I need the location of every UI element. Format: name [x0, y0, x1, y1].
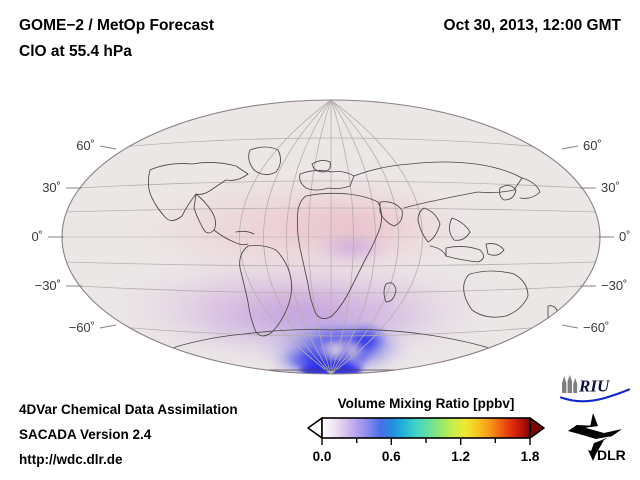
footer-line-url: http://wdc.dlr.de [19, 452, 123, 467]
lat-ticks [48, 145, 614, 329]
lat-label-right-30s: −30˚ [601, 278, 627, 293]
lat-label-left-30n: 30˚ [42, 180, 61, 195]
riu-towers-icon [562, 375, 578, 393]
lat-label-right-60n: 60˚ [583, 138, 602, 153]
colorbar-tick-label-3: 1.8 [521, 449, 540, 464]
lat-label-left-60n: 60˚ [76, 138, 95, 153]
footer-line-version: SACADA Version 2.4 [19, 427, 152, 442]
riu-logo-text: RIU [578, 377, 610, 396]
colorbar-tick-label-2: 1.2 [451, 449, 470, 464]
colorbar-under-arrow [307, 417, 323, 439]
dlr-logo-text: DLR [597, 447, 626, 462]
footer-line-assimilation: 4DVar Chemical Data Assimilation [19, 402, 238, 417]
colorbar-over-arrow [529, 417, 545, 439]
lat-label-right-0: 0˚ [619, 229, 631, 244]
lat-label-right-60s: −60˚ [583, 320, 609, 335]
riu-logo: RIU [559, 375, 631, 403]
page-title: GOME−2 / MetOp Forecast [19, 17, 215, 34]
timestamp-label: Oct 30, 2013, 12:00 GMT [443, 17, 621, 34]
riu-swoosh-icon [559, 388, 631, 403]
colorbar-tick-label-0: 0.0 [313, 449, 332, 464]
colorbar-scale: 0.0 0.6 1.2 1.8 [307, 417, 545, 464]
lat-label-left-60s: −60˚ [69, 320, 95, 335]
colorbar-gradient [321, 417, 531, 439]
colorbar-ticks [321, 438, 531, 445]
colorbar-tick-label-1: 0.6 [382, 449, 401, 464]
lat-label-right-30n: 30˚ [601, 180, 620, 195]
colorbar: Volume Mixing Ratio [ppbv] [306, 396, 546, 468]
graticule-meridians [239, 100, 423, 374]
map-panel: 60˚ 30˚ 0˚ −30˚ −60˚ 60˚ 30˚ 0˚ −30˚ −60… [0, 78, 640, 388]
lat-label-left-30s: −30˚ [35, 278, 61, 293]
page-subtitle: ClO at 55.4 hPa [19, 43, 132, 60]
mollweide-map: 60˚ 30˚ 0˚ −30˚ −60˚ 60˚ 30˚ 0˚ −30˚ −60… [31, 99, 631, 375]
colorbar-title: Volume Mixing Ratio [ppbv] [337, 396, 515, 411]
dlr-logo: DLR [568, 413, 626, 462]
dlr-pinwheel-icon [568, 413, 622, 461]
lat-label-left-0: 0˚ [31, 229, 43, 244]
